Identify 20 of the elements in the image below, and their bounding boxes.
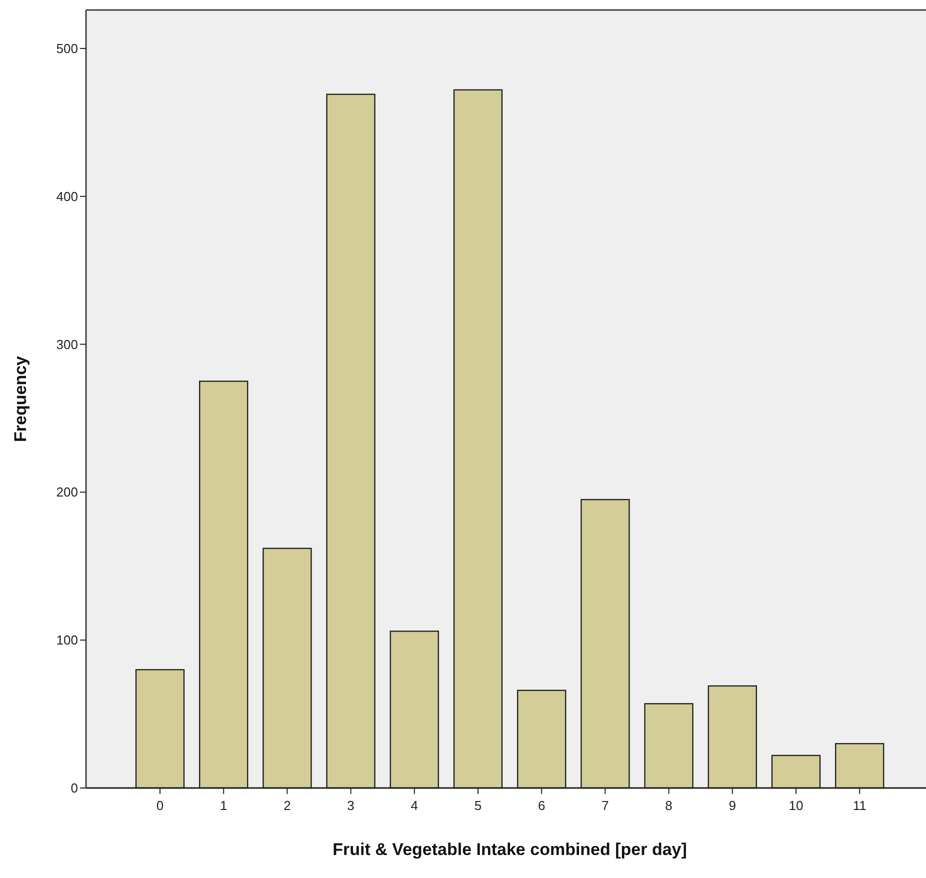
y-tick-label: 400 [56,188,78,204]
x-tick-label: 0 [156,798,164,813]
x-tick-label: 3 [347,798,354,813]
x-tick-label: 7 [602,798,609,813]
x-axis-title: Fruit & Vegetable Intake combined [per day] [332,840,687,859]
x-tick-label: 11 [852,798,866,813]
y-tick-label: 300 [56,336,78,352]
x-tick-label: 9 [728,798,736,813]
x-tick-label: 1 [220,798,228,813]
y-tick-label: 200 [56,484,78,500]
x-tick-label: 6 [538,798,546,813]
x-tick-label: 4 [410,798,418,813]
x-tick-label: 8 [665,798,672,813]
y-tick-label: 0 [70,780,78,796]
y-axis-title: Frequency [11,355,30,442]
y-tick-label: 100 [56,632,78,648]
y-tick-label: 500 [56,41,78,56]
x-tick-label: 2 [284,798,291,813]
x-tick-label: 5 [474,798,482,813]
x-tick-label: 10 [788,798,804,813]
